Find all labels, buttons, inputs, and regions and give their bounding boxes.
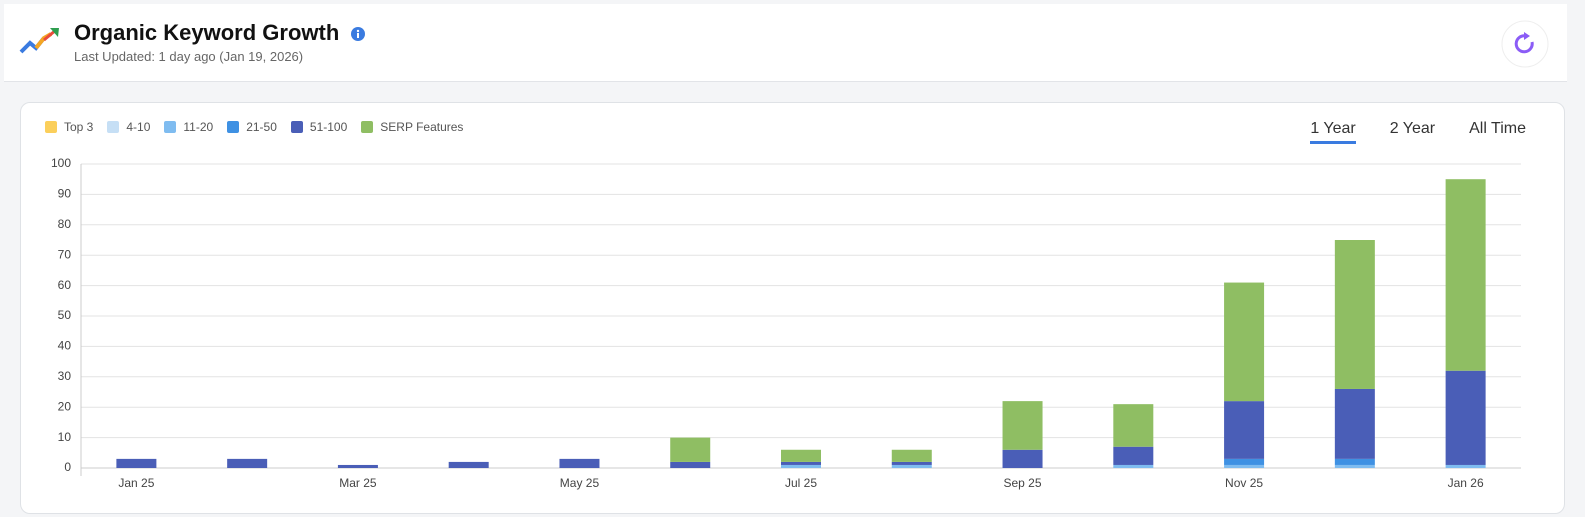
- legend-swatch: [107, 121, 120, 133]
- legend-label: 11-20: [183, 120, 214, 134]
- x-tick-label: Sep 25: [1004, 476, 1042, 490]
- legend-item[interactable]: 4-10: [107, 120, 150, 134]
- bar-segment: [1113, 446, 1154, 465]
- y-tick-label: 100: [51, 156, 71, 170]
- bar-segment: [781, 461, 821, 465]
- legend-label: Top 3: [64, 120, 94, 134]
- legend-swatch: [227, 121, 240, 133]
- x-tick-label: May 25: [560, 476, 600, 490]
- title-text: Organic Keyword Growth: [74, 20, 340, 45]
- y-tick-label: 30: [58, 369, 72, 383]
- logo-icon: [19, 28, 59, 54]
- legend-item[interactable]: 51-100: [290, 120, 348, 134]
- bar-segment: [1445, 179, 1486, 371]
- bar-segment: [1445, 370, 1486, 465]
- legend-item[interactable]: 11-20: [164, 120, 213, 134]
- bar-segment: [1334, 458, 1375, 465]
- bar-segment: [1113, 404, 1154, 447]
- legend: Top 3 4-10 11-20 21-50 51-100 SERP Features: [45, 120, 463, 134]
- legend-label: 4-10: [126, 120, 151, 134]
- legend-item[interactable]: Top 3: [45, 120, 93, 134]
- y-tick-label: 40: [58, 339, 72, 353]
- bar-segment: [1445, 464, 1486, 468]
- title: Organic Keyword Growth: [74, 20, 366, 46]
- range-tab[interactable]: 1 Year: [1310, 120, 1356, 144]
- chart-card: Top 3 4-10 11-20 21-50 51-100 SERP Features 1…: [20, 102, 1565, 514]
- range-tab[interactable]: 2 Year: [1389, 120, 1436, 137]
- x-tick-label: Jan 25: [118, 476, 154, 490]
- bar-segment: [891, 449, 932, 462]
- x-tick-label: Jan 26: [1448, 476, 1484, 490]
- legend-label: SERP Features: [380, 120, 464, 134]
- x-tick-label: Nov 25: [1225, 476, 1263, 490]
- bar-segment: [1002, 449, 1043, 468]
- bar-segment: [1224, 401, 1265, 459]
- bar-segment: [670, 461, 711, 468]
- bar-segment: [559, 458, 600, 468]
- bar-segment: [781, 449, 821, 462]
- legend-item[interactable]: SERP Features: [361, 120, 463, 134]
- legend-label: 51-100: [309, 120, 348, 134]
- legend-swatch: [164, 121, 177, 133]
- y-tick-label: 60: [58, 278, 72, 292]
- bar-segment: [227, 458, 268, 468]
- y-tick-label: 50: [58, 308, 72, 322]
- subtitle: Last Updated: 1 day ago (Jan 19, 2026): [74, 49, 304, 64]
- range-tab[interactable]: All Time: [1469, 120, 1526, 137]
- bar-segment: [891, 461, 932, 465]
- bar-segment: [1224, 464, 1265, 468]
- bar-segment: [1002, 401, 1043, 450]
- legend-swatch: [290, 121, 303, 133]
- bar-segment: [1334, 240, 1375, 389]
- refresh-button[interactable]: [1501, 20, 1549, 68]
- bar-segment: [1334, 464, 1375, 468]
- legend-label: 21-50: [246, 120, 277, 134]
- bar-segment: [1334, 388, 1375, 459]
- header: Organic Keyword Growth Last Updated: 1 d…: [4, 4, 1567, 82]
- legend-swatch: [45, 121, 57, 133]
- legend-item[interactable]: 21-50: [227, 120, 277, 134]
- chart: 0 10 20 30 40 50 60 70 80 90 100 Jan 25 Mar 25 May 25…: [51, 156, 1521, 490]
- x-tick-label: Mar 25: [339, 476, 377, 490]
- range-tabs: 1 Year 2 Year All Time: [1310, 120, 1526, 144]
- x-tick-label: Jul 25: [785, 476, 817, 490]
- y-tick-label: 70: [58, 247, 72, 261]
- info-icon[interactable]: [351, 27, 366, 41]
- bar-segment: [337, 464, 378, 468]
- y-tick-label: 80: [58, 217, 72, 231]
- bar-segment: [1224, 458, 1265, 465]
- bar-segment: [448, 461, 489, 468]
- bar-segment: [116, 458, 157, 468]
- y-tick-label: 10: [58, 430, 72, 444]
- bar-segment: [1224, 282, 1265, 402]
- bar-segment: [1113, 464, 1154, 468]
- y-tick-label: 0: [64, 460, 71, 474]
- bar-segment: [891, 464, 932, 468]
- bar-segment: [670, 437, 711, 462]
- y-tick-label: 20: [58, 399, 72, 413]
- bar-segment: [781, 464, 821, 468]
- y-tick-label: 90: [58, 187, 72, 201]
- legend-swatch: [361, 121, 374, 133]
